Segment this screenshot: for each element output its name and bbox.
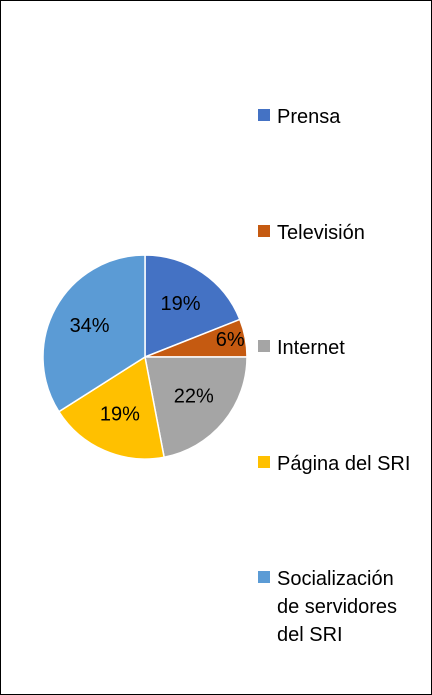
legend-swatch [258,340,270,352]
legend-swatch [258,571,270,583]
value-label: 22% [174,386,214,408]
legend-item: Página del SRI [258,450,411,478]
pie-slice [144,254,241,359]
legend-label: Página del SRI [277,452,411,475]
legend-item: Prensa [258,103,411,131]
pie-slice [42,254,146,413]
legend-swatch [258,455,270,468]
legend-swatch [258,224,270,237]
value-label: 34% [70,315,110,337]
legend-label: Internet [277,337,345,359]
legend-label: Prensa [277,106,341,128]
legend-item: Socialización de servidores del SRI [258,565,411,649]
legend-item: Internet [258,334,411,362]
legend-item: Televisión [258,219,411,247]
pie-slice [57,355,165,460]
value-label: 19% [161,293,201,315]
pie-slice [144,356,248,459]
legend-label: Televisión [277,221,365,244]
value-label: 6% [216,329,245,351]
legend-swatch [258,109,270,121]
legend-label: Socialización de servidores del SRI [277,568,398,646]
value-label: 19% [100,403,140,425]
